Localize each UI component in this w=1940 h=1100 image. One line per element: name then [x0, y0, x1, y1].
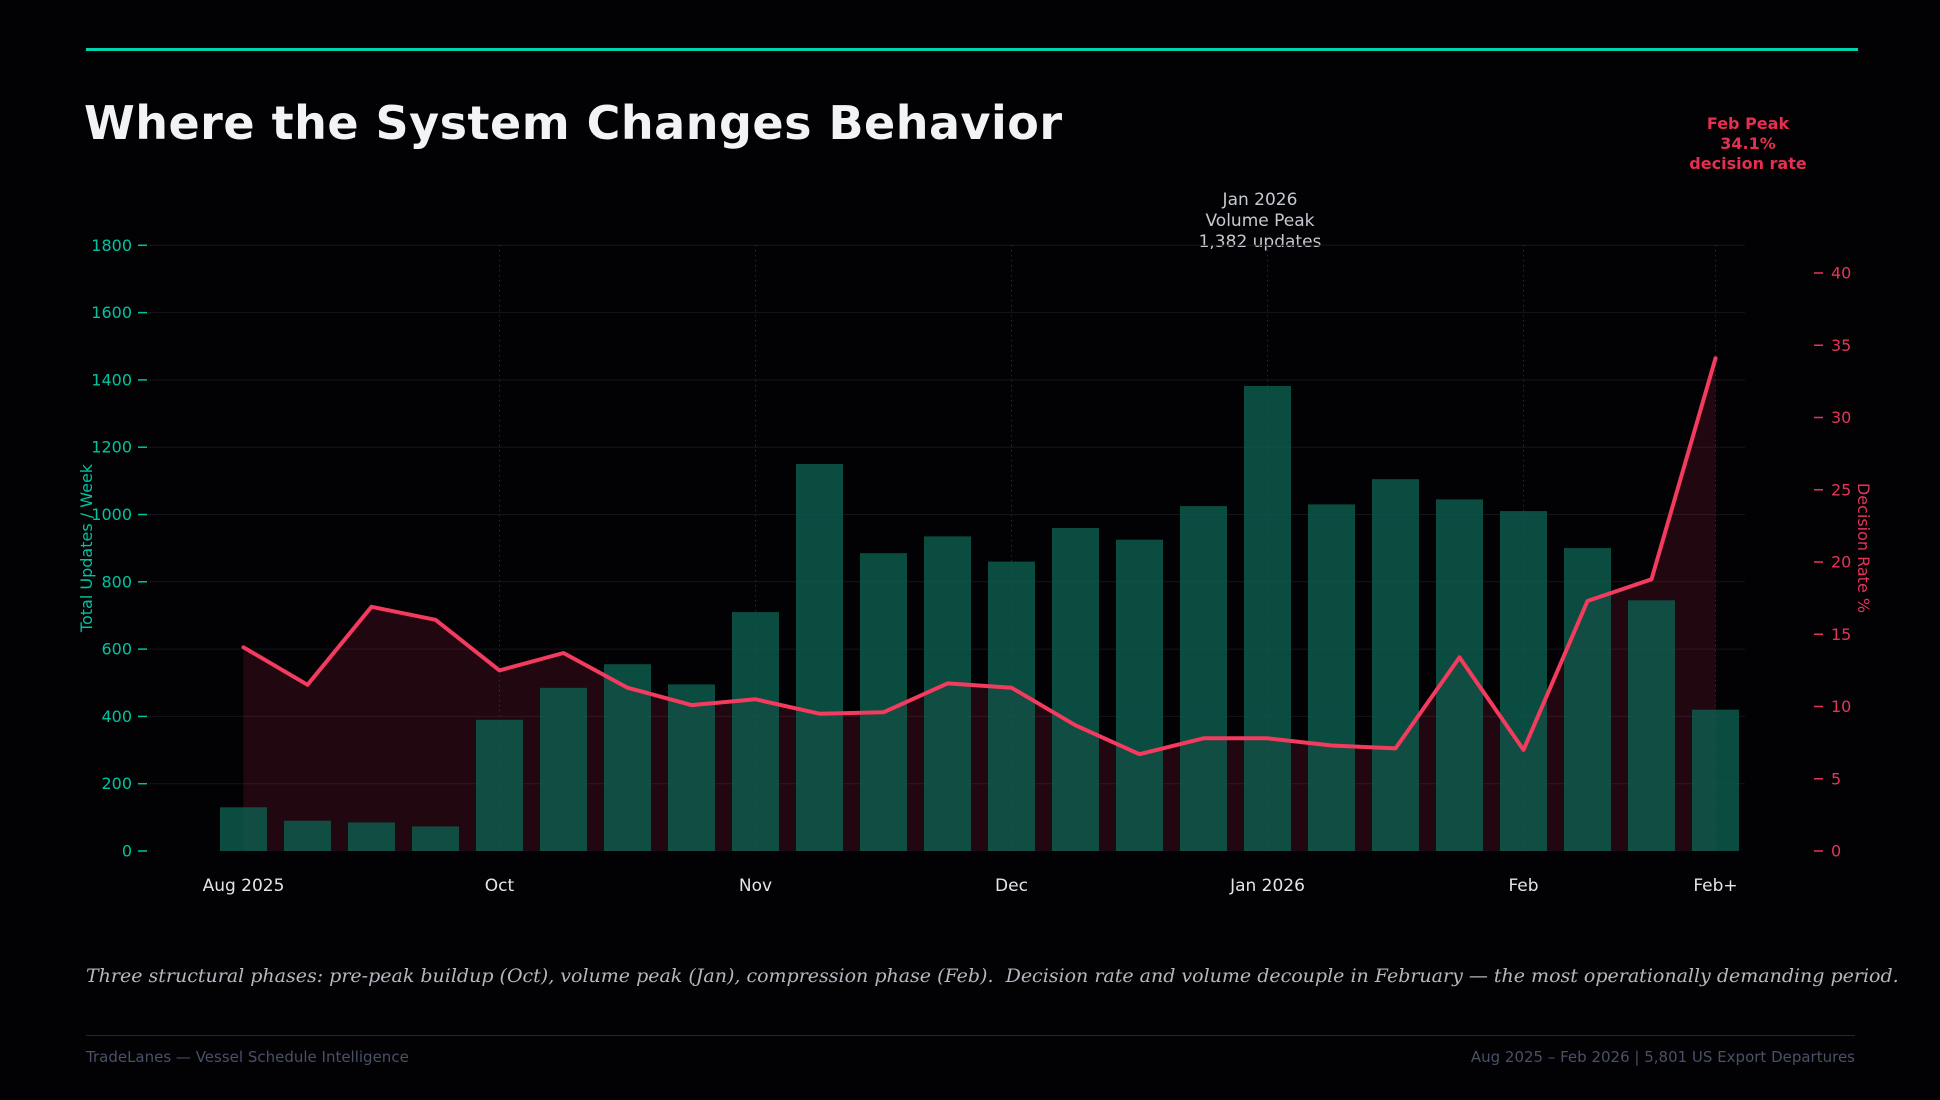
volume-bar [1436, 499, 1483, 851]
decision-rate-area [243, 358, 1716, 851]
footer-divider [86, 1035, 1855, 1036]
x-tick-label: Oct [485, 876, 515, 896]
right-tick-label: 10 [1831, 697, 1851, 716]
volume-bar [860, 553, 907, 851]
feb-peak-annotation-line1: Feb Peak [1706, 114, 1790, 133]
footer-date-range: Aug 2025 – Feb 2026 | 5,801 US Export De… [1470, 1048, 1855, 1066]
left-axis-title: Total Updates / Week [77, 463, 96, 633]
left-axis-ticks: 0 200 400 600 800 1000 1200 1400 1600 1800 [91, 236, 147, 861]
right-tick-label: 15 [1831, 625, 1851, 644]
volume-bar [1564, 548, 1611, 851]
volume-bar [1372, 479, 1419, 851]
right-tick-label: 5 [1831, 769, 1841, 788]
volume-bar [540, 687, 587, 851]
jan-peak-annotation-line2: Volume Peak [1205, 211, 1315, 231]
left-tick-label: 1600 [91, 303, 132, 322]
volume-bar [1692, 709, 1739, 851]
volume-bar [732, 612, 779, 851]
right-tick-label: 20 [1831, 553, 1851, 572]
volume-bar [1052, 528, 1099, 851]
left-tick-label: 200 [101, 774, 132, 793]
x-tick-label: Feb [1508, 876, 1538, 896]
right-tick-label: 40 [1831, 264, 1851, 283]
left-tick-label: 400 [101, 707, 132, 726]
volume-bar [924, 536, 971, 851]
x-tick-label: Aug 2025 [203, 876, 285, 896]
feb-peak-annotation-line3: decision rate [1689, 154, 1807, 173]
left-tick-label: 0 [122, 842, 132, 861]
left-tick-label: 1800 [91, 236, 132, 255]
decision-rate-line [241, 356, 1718, 757]
x-tick-label: Feb+ [1693, 876, 1737, 896]
left-tick-label: 600 [101, 640, 132, 659]
x-axis-labels: Aug 2025 Oct Nov Dec Jan 2026 Feb Feb+ [203, 876, 1738, 896]
volume-bar [796, 464, 843, 851]
volume-bar [1308, 504, 1355, 851]
volume-bar [604, 664, 651, 851]
feb-peak-annotation: Feb Peak 34.1% decision rate [1689, 114, 1806, 174]
volume-bar [1180, 506, 1227, 851]
jan-peak-annotation: Jan 2026 Volume Peak 1,382 updates [1199, 190, 1322, 253]
left-tick-label: 1200 [91, 438, 132, 457]
volume-bar [220, 807, 267, 851]
feb-peak-annotation-line2: 34.1% [1720, 134, 1776, 153]
right-axis-title: Decision Rate % [1854, 483, 1873, 613]
left-tick-label: 1400 [91, 370, 132, 389]
right-tick-label: 0 [1831, 842, 1841, 861]
volume-bar [988, 561, 1035, 851]
jan-peak-annotation-line3: 1,382 updates [1198, 232, 1322, 252]
right-tick-label: 25 [1831, 480, 1851, 499]
x-tick-label: Dec [995, 876, 1028, 896]
left-tick-label: 800 [101, 572, 132, 591]
right-axis-ticks: 0 5 10 15 20 25 30 35 40 [1814, 264, 1851, 861]
jan-peak-annotation-line1: Jan 2026 [1222, 190, 1298, 210]
vertical-gridlines [499, 245, 1716, 851]
page-title: Where the System Changes Behavior [84, 96, 1063, 150]
footnote: Three structural phases: pre-peak buildu… [86, 965, 1899, 987]
left-tick-label: 1000 [91, 505, 132, 524]
top-accent-rule [86, 48, 1858, 51]
volume-bar [284, 820, 331, 851]
footer-brand: TradeLanes — Vessel Schedule Intelligenc… [86, 1048, 409, 1066]
right-tick-label: 30 [1831, 408, 1851, 427]
volume-bar [668, 684, 715, 851]
volume-bar [1244, 386, 1291, 851]
volume-bars [220, 386, 1739, 851]
volume-bar [1500, 511, 1547, 851]
x-tick-label: Nov [739, 876, 772, 896]
x-tick-label: Jan 2026 [1229, 876, 1305, 896]
volume-bar [412, 826, 459, 851]
volume-bar [348, 822, 395, 851]
volume-bar [1116, 539, 1163, 851]
volume-bar [1628, 600, 1675, 851]
volume-bar [476, 719, 523, 851]
right-tick-label: 35 [1831, 336, 1851, 355]
